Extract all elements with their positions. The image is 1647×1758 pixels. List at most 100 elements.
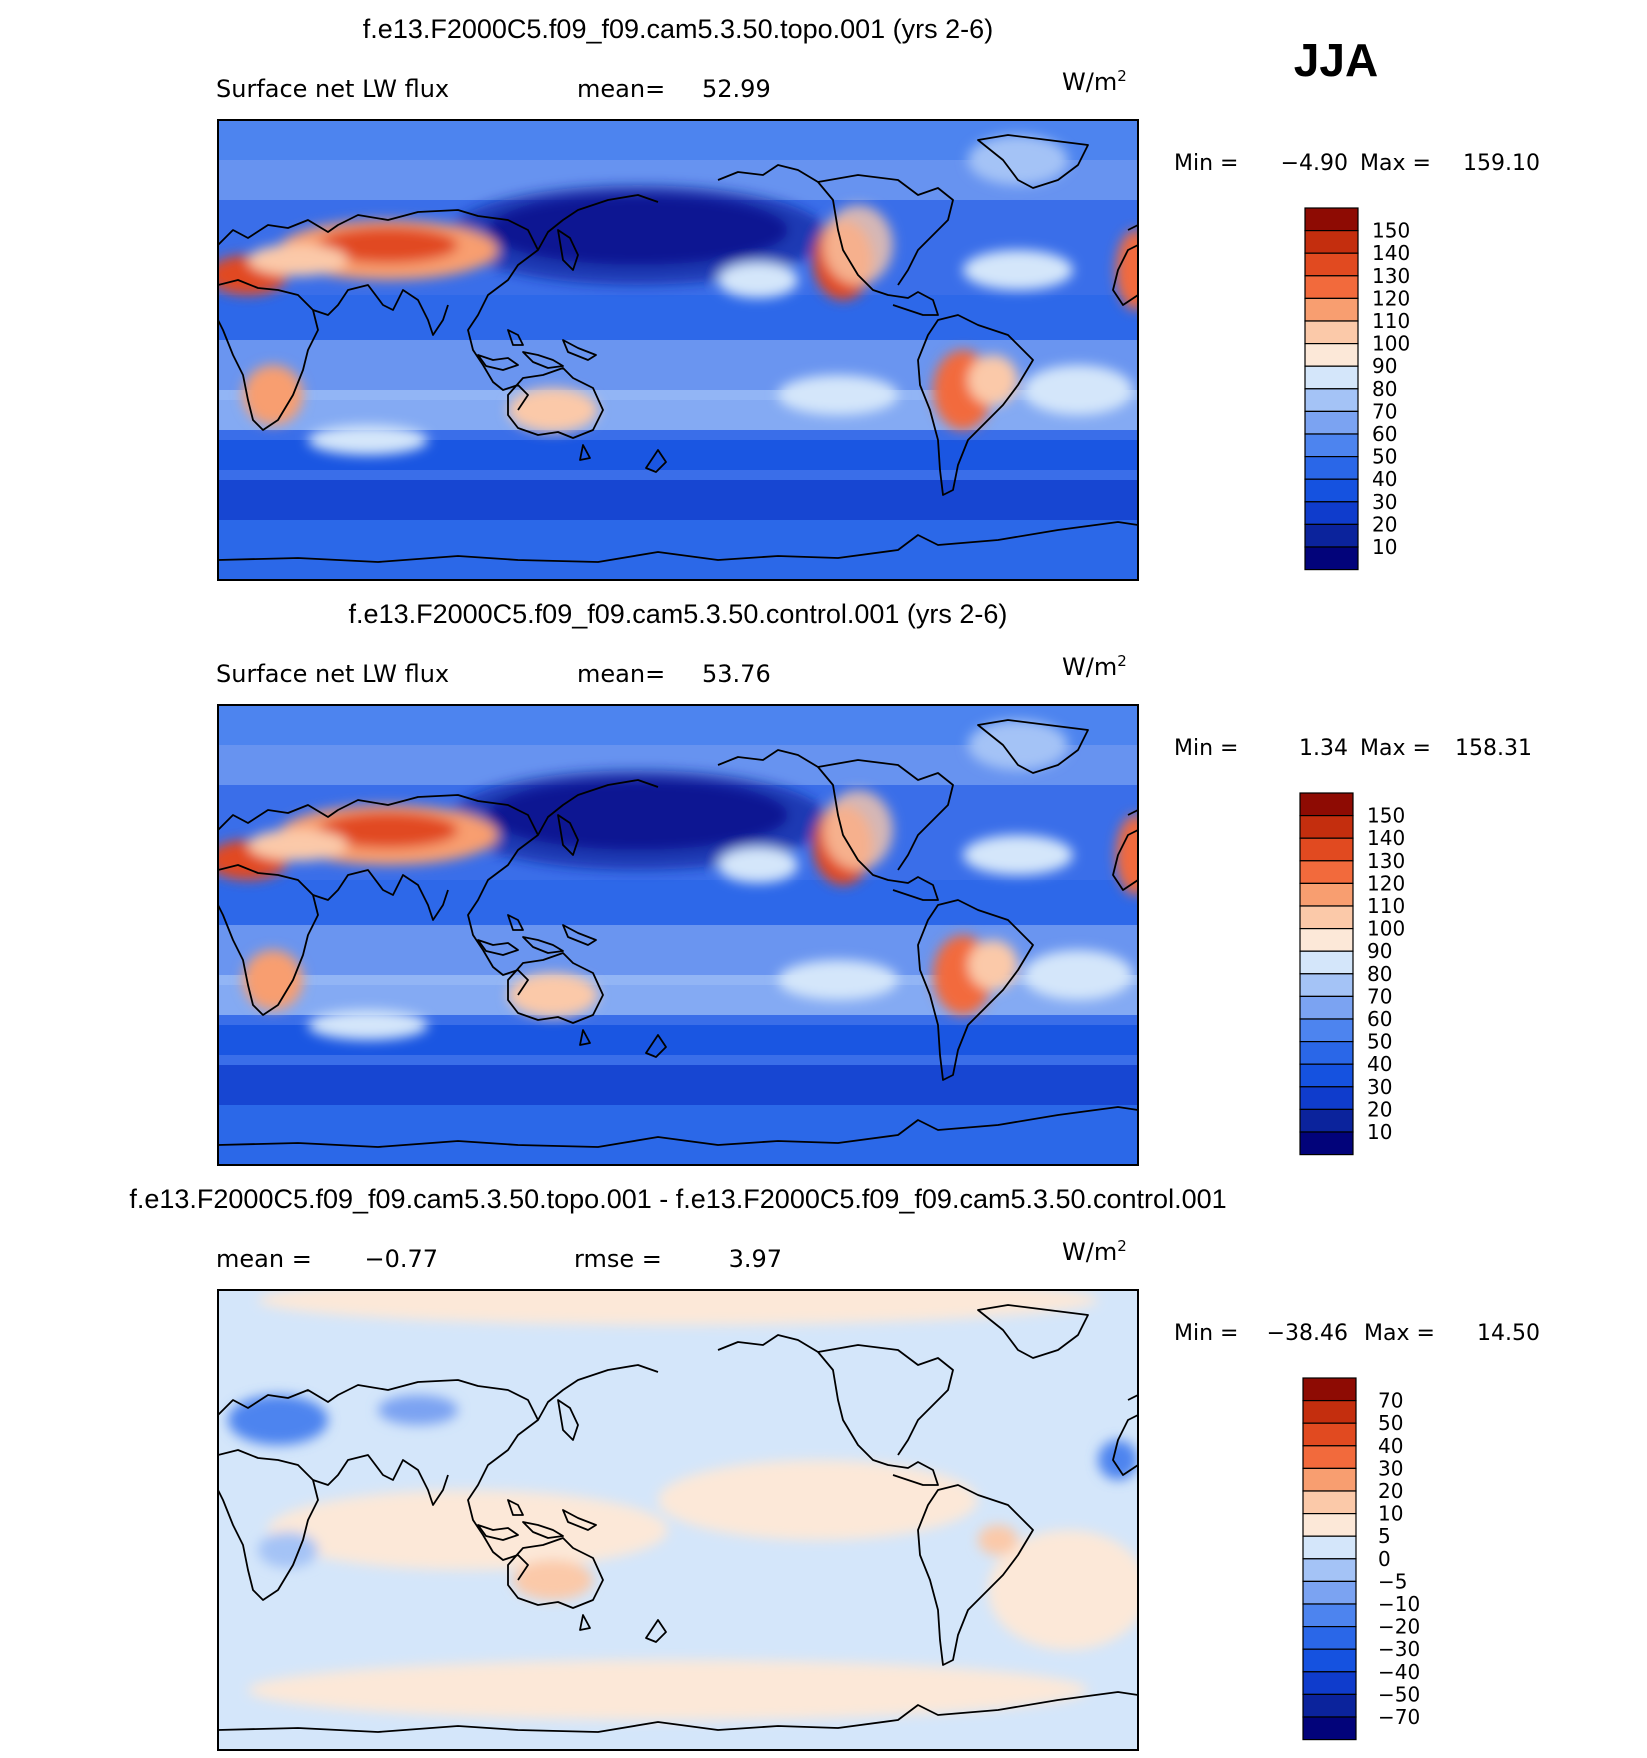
max-label: Max =	[1360, 151, 1431, 176]
colorbar-tick-label: 70	[1372, 399, 1397, 423]
colorbar-tick-label: 140	[1367, 826, 1405, 850]
max-value: 14.50	[1477, 1321, 1540, 1346]
min-label: Min =	[1174, 736, 1238, 761]
colorbar-swatch	[1304, 343, 1359, 367]
colorbar-swatch	[1304, 523, 1359, 548]
left-label: mean =	[216, 1245, 312, 1273]
colorbar-swatch	[1299, 1040, 1354, 1065]
max-label: Max =	[1364, 1321, 1435, 1346]
colorbar-tick-label: −30	[1378, 1637, 1420, 1661]
colorbar-swatch	[1302, 1603, 1357, 1628]
map-frame	[217, 119, 1139, 581]
colorbar-swatch	[1302, 1445, 1357, 1470]
units-label: W/m2	[1062, 67, 1127, 96]
colorbar-swatch	[1302, 1648, 1357, 1673]
panel-control: f.e13.F2000C5.f09_f09.cam5.3.50.control.…	[216, 599, 1532, 1166]
colorbar-swatch	[1299, 882, 1354, 907]
colorbar-swatch	[1299, 1063, 1354, 1088]
map	[218, 705, 1138, 1165]
left-label: Surface net LW flux	[216, 75, 449, 103]
colorbar-tick-label: −70	[1378, 1705, 1420, 1729]
colorbar-tick-label: 0	[1378, 1547, 1391, 1571]
season-label: JJA	[1294, 34, 1378, 86]
colorbar-swatch	[1304, 252, 1359, 277]
colorbar-swatch	[1304, 456, 1359, 480]
colorbar-swatch	[1299, 792, 1354, 817]
max-value: 158.31	[1455, 736, 1532, 761]
colorbar-swatch	[1304, 207, 1359, 232]
panel-title: f.e13.F2000C5.f09_f09.cam5.3.50.control.…	[349, 599, 1008, 629]
colorbar-tick-label: 60	[1367, 1007, 1392, 1031]
panel-topo: f.e13.F2000C5.f09_f09.cam5.3.50.topo.001…	[216, 14, 1540, 581]
colorbar-tick-label: 50	[1367, 1030, 1392, 1054]
colorbar-swatch	[1304, 433, 1359, 458]
colorbar-swatch	[1302, 1716, 1357, 1741]
colorbar-swatch	[1302, 1467, 1357, 1492]
panel-difference: f.e13.F2000C5.f09_f09.cam5.3.50.topo.001…	[129, 1184, 1540, 1751]
panel-title: f.e13.F2000C5.f09_f09.cam5.3.50.topo.001…	[129, 1184, 1226, 1214]
colorbar-swatch	[1302, 1422, 1357, 1447]
colorbar-tick-label: −40	[1378, 1660, 1420, 1684]
colorbar-tick-label: −5	[1378, 1569, 1407, 1593]
colorbar-tick-label: −20	[1378, 1615, 1420, 1639]
units-label: W/m2	[1062, 652, 1127, 681]
mean-label: mean=	[577, 75, 665, 103]
colorbar-swatch	[1302, 1535, 1357, 1560]
colorbar-swatch	[1304, 478, 1359, 503]
colorbar-tick-label: 60	[1372, 422, 1397, 446]
colorbar-tick-label: 120	[1372, 286, 1410, 310]
colorbar-tick-label: 50	[1378, 1411, 1403, 1435]
max-label: Max =	[1360, 736, 1431, 761]
colorbar-tick-label: 120	[1367, 871, 1405, 895]
colorbar-swatch	[1299, 950, 1354, 975]
colorbar-tick-label: 80	[1372, 377, 1397, 401]
colorbar-tick-label: −50	[1378, 1682, 1420, 1706]
colorbar-swatch	[1299, 814, 1354, 839]
colorbar-swatch	[1299, 860, 1354, 884]
min-value: −38.46	[1267, 1321, 1348, 1346]
colorbar-tick-label: 20	[1372, 512, 1397, 536]
colorbar-tick-label: 110	[1372, 309, 1410, 333]
max-value: 159.10	[1463, 151, 1540, 176]
colorbar-swatch	[1302, 1490, 1357, 1515]
colorbar-tick-label: 5	[1378, 1524, 1391, 1548]
mean-value: 52.99	[702, 75, 771, 103]
colorbar-swatch	[1304, 275, 1359, 299]
colorbar-tick-label: 100	[1372, 332, 1410, 356]
rmse-label: rmse =	[574, 1245, 662, 1273]
colorbar-tick-label: 80	[1367, 962, 1392, 986]
colorbar-tick-label: 150	[1372, 219, 1410, 243]
min-value: 1.34	[1299, 736, 1348, 761]
colorbar-swatch	[1302, 1377, 1357, 1402]
colorbar-tick-label: 30	[1378, 1456, 1403, 1480]
colorbar-tick-label: 70	[1378, 1389, 1403, 1413]
colorbar-swatch	[1299, 1086, 1354, 1111]
colorbar-tick-label: 50	[1372, 445, 1397, 469]
colorbar-swatch	[1302, 1558, 1357, 1583]
colorbar-swatch	[1299, 837, 1354, 862]
colorbar-swatch	[1302, 1512, 1357, 1537]
panel-title: f.e13.F2000C5.f09_f09.cam5.3.50.topo.001…	[363, 14, 993, 44]
colorbar-swatch	[1304, 230, 1359, 254]
mean-value: −0.77	[364, 1245, 438, 1273]
colorbar-tick-label: 10	[1378, 1502, 1403, 1526]
colorbar-tick-label: 40	[1372, 467, 1397, 491]
min-label: Min =	[1174, 1321, 1238, 1346]
colorbar-swatch	[1304, 410, 1359, 435]
colorbar-tick-label: 130	[1367, 849, 1405, 873]
map	[218, 1275, 1138, 1750]
colorbar-swatch	[1304, 501, 1359, 525]
colorbar-swatch	[1302, 1399, 1357, 1424]
colorbar-swatch	[1299, 905, 1354, 930]
colorbar-tick-label: 110	[1367, 894, 1405, 918]
map-frame	[217, 704, 1139, 1166]
colorbar-tick-label: 10	[1372, 535, 1397, 559]
min-value: −4.90	[1281, 151, 1348, 176]
mean-value: 53.76	[702, 660, 771, 688]
colorbar-swatch	[1302, 1693, 1357, 1718]
colorbar-swatch	[1299, 1018, 1354, 1043]
colorbar-tick-label: 130	[1372, 264, 1410, 288]
